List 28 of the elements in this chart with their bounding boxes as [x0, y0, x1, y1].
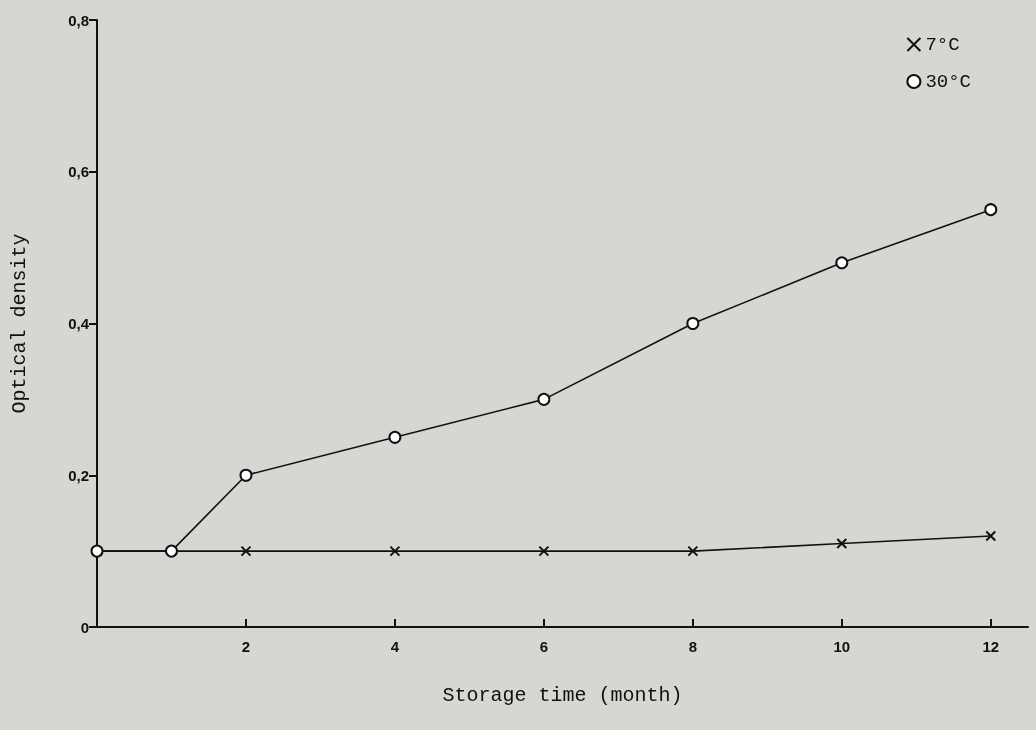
point: [537, 392, 551, 406]
point: [240, 545, 252, 557]
x-tick-label: 2: [241, 638, 251, 655]
point: [164, 544, 178, 558]
point: [239, 468, 253, 482]
point: [686, 317, 700, 330]
y-tick-label: 0,4: [68, 315, 90, 332]
point: [687, 545, 699, 557]
point: [388, 430, 402, 444]
legend-label: 7°C: [925, 33, 960, 56]
point: [985, 530, 997, 542]
y-tick-label: 0,8: [68, 11, 89, 29]
y-tick-label: 0: [80, 618, 89, 636]
point: [836, 538, 848, 550]
y-tick-label: 0,2: [68, 466, 89, 484]
y-tick-label: 0,6: [68, 163, 89, 181]
y-axis-title: Optical density: [7, 233, 31, 414]
point: [984, 203, 998, 217]
x-tick-label: 10: [833, 638, 851, 655]
x-tick-label: 12: [982, 638, 1000, 655]
x-axis-title: Storage time (month): [442, 683, 683, 707]
x-tick-label: 4: [390, 638, 400, 655]
legend-label: 30°C: [925, 70, 971, 93]
x-tick-label: 8: [688, 638, 698, 655]
x-tick-label: 6: [539, 638, 549, 655]
point: [538, 545, 550, 557]
point: [835, 256, 849, 270]
point: [389, 545, 401, 557]
